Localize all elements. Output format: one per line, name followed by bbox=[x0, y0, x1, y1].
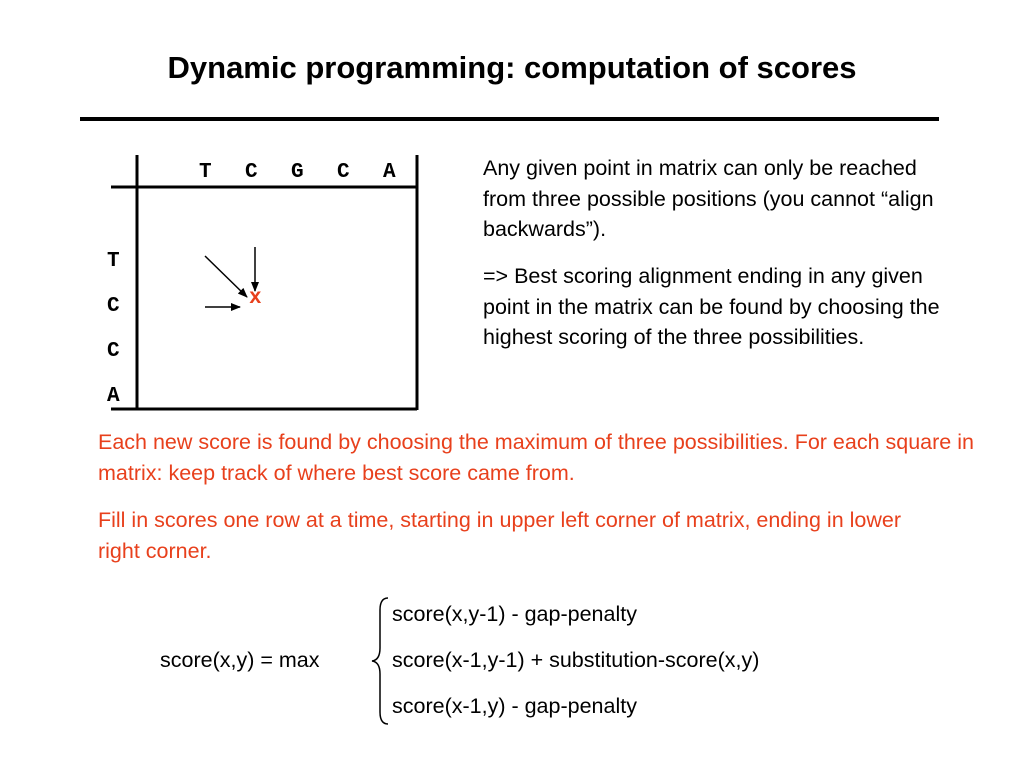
formula-case-2: score(x-1,y-1) + substitution-score(x,y) bbox=[392, 648, 760, 672]
column-label: G bbox=[291, 161, 304, 184]
formula-lhs: score(x,y) = max bbox=[160, 648, 320, 672]
row-label: T bbox=[107, 250, 120, 273]
column-label: C bbox=[245, 161, 258, 184]
slide-title: Dynamic programming: computation of scor… bbox=[167, 50, 857, 85]
title-divider bbox=[80, 117, 939, 121]
note-2: Fill in scores one row at a time, starti… bbox=[98, 508, 902, 563]
formula-case-3: score(x-1,y) - gap-penalty bbox=[392, 694, 637, 718]
curly-brace bbox=[371, 597, 389, 725]
column-label: A bbox=[383, 161, 396, 184]
note-1: Each new score is found by choosing the … bbox=[98, 430, 974, 485]
row-label: C bbox=[107, 340, 120, 363]
column-label: C bbox=[337, 161, 350, 184]
description-2: => Best scoring alignment ending in any … bbox=[483, 264, 940, 349]
column-label: T bbox=[199, 161, 212, 184]
row-label: A bbox=[107, 385, 120, 408]
diagonal-arrow bbox=[204, 255, 248, 298]
formula-case-1: score(x,y-1) - gap-penalty bbox=[392, 602, 637, 626]
cell-marker: x bbox=[249, 287, 262, 310]
description-1: Any given point in matrix can only be re… bbox=[483, 156, 934, 241]
row-label: C bbox=[107, 295, 120, 318]
